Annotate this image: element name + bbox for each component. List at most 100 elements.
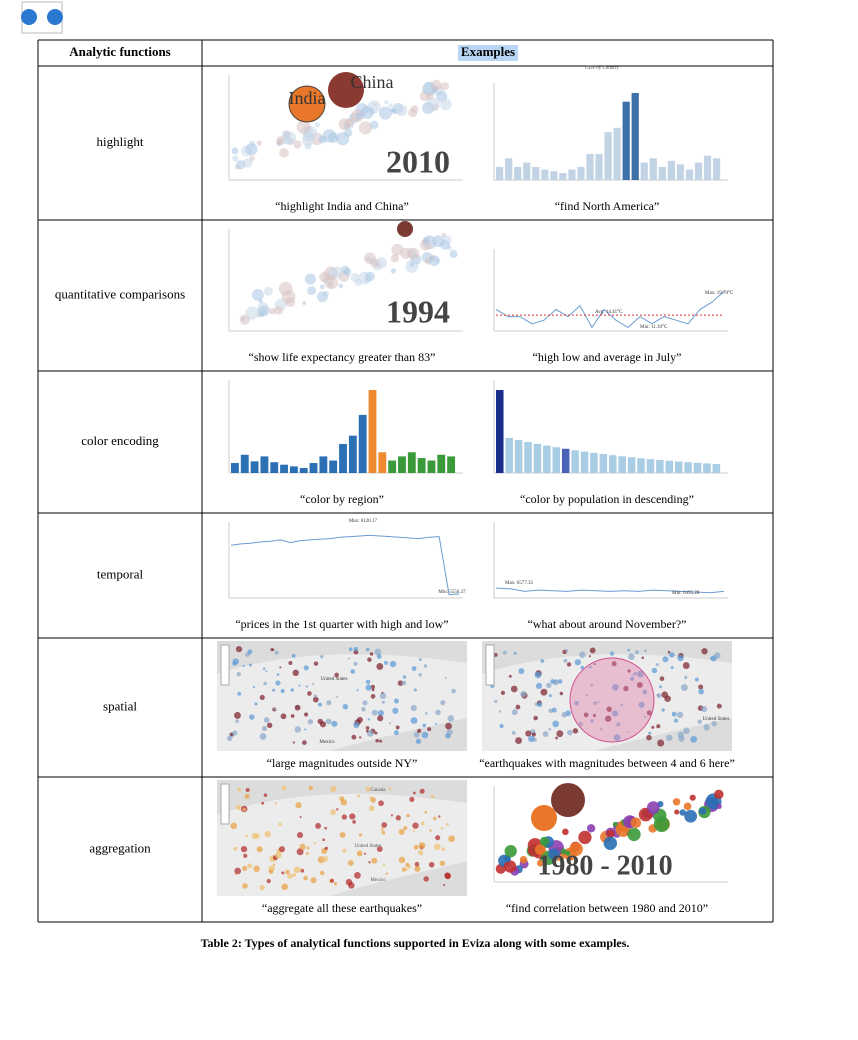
thumb-bar — [712, 158, 721, 180]
thumb-dot — [261, 801, 265, 805]
thumb-dot — [655, 663, 659, 667]
example-thumbnail — [482, 374, 732, 487]
thumb-dot — [657, 739, 665, 747]
thumb-dot — [368, 805, 375, 812]
thumb-dot — [262, 667, 266, 670]
thumb-dot — [342, 703, 349, 710]
example-caption: “highlight India and China” — [275, 199, 409, 213]
thumb-dot — [319, 870, 325, 876]
example-caption: “large magnitudes outside NY” — [267, 756, 418, 770]
thumb-dot — [441, 235, 452, 246]
thumb-dot — [593, 701, 598, 706]
thumb-dot — [646, 801, 660, 814]
thumb-dot — [313, 694, 317, 698]
thumb-dot — [303, 875, 308, 881]
thumb-dot — [356, 689, 359, 692]
thumb-dot — [623, 685, 629, 692]
thumb-dot — [562, 828, 569, 836]
thumb-bar — [505, 158, 513, 180]
thumb-dot — [633, 672, 637, 676]
thumb-dot — [304, 728, 307, 731]
thumb-dot — [358, 121, 373, 135]
thumb-dot — [676, 711, 684, 719]
thumb-dot — [364, 252, 376, 265]
thumb-bar — [595, 153, 603, 180]
thumb-dot — [590, 719, 594, 723]
example-thumbnail: GDP by Country — [482, 66, 732, 194]
thumb-dot — [388, 787, 392, 791]
example-caption: “prices in the 1st quarter with high and… — [235, 617, 448, 631]
thumb-dot — [413, 688, 417, 692]
thumb-dot — [578, 721, 583, 727]
thumb-dot — [377, 715, 384, 722]
thumb-dot — [403, 826, 408, 831]
thumb-bar — [674, 461, 683, 473]
thumb-dot — [500, 690, 506, 695]
thumb-dot — [422, 723, 427, 728]
thumb-dot — [230, 822, 238, 830]
thumb-dot — [280, 688, 285, 694]
thumb-dot — [548, 708, 553, 713]
thumb-dot — [366, 729, 369, 733]
thumb-dot — [381, 700, 385, 704]
thumb-dot — [714, 789, 724, 800]
thumb-dot — [256, 846, 263, 853]
thumb-bar — [417, 458, 426, 473]
thumb-dot — [257, 302, 269, 314]
thumb-dot — [716, 703, 722, 709]
thumb-dot — [376, 663, 384, 670]
thumb-bar — [543, 445, 551, 473]
thumb-dot — [683, 802, 692, 811]
thumb-bar — [250, 461, 259, 473]
thumbnail-label: Min: 5556.37 — [438, 590, 466, 595]
thumb-dot — [426, 92, 434, 100]
thumb-dot — [305, 852, 309, 855]
example-thumbnail: Canada United States Mexico — [217, 780, 467, 896]
example-caption: “show life expectancy greater than 83” — [249, 350, 436, 364]
thumb-dot — [431, 237, 438, 244]
thumb-dot — [293, 866, 301, 874]
thumb-dot — [365, 726, 370, 730]
thumb-dot — [405, 862, 410, 868]
thumb-dot — [542, 731, 549, 737]
example-thumbnail: Max: 6120.17 Min: 5556.37 — [217, 516, 467, 612]
thumb-dot — [319, 271, 330, 283]
thumb-dot — [637, 670, 644, 678]
thumb-dot — [232, 658, 240, 665]
thumb-dot — [370, 797, 376, 803]
thumb-dot — [287, 873, 293, 879]
function-name: temporal — [97, 566, 144, 581]
thumb-dot — [251, 833, 258, 840]
thumb-dot — [320, 284, 325, 290]
thumb-dot — [249, 714, 255, 720]
thumb-dot — [585, 694, 588, 697]
thumb-dot — [697, 719, 703, 724]
thumb-dot — [413, 731, 420, 738]
thumb-dot — [232, 730, 238, 736]
thumb-dot — [701, 705, 708, 713]
thumb-dot — [324, 826, 328, 830]
thumb-dot — [282, 136, 292, 145]
thumb-dot — [518, 668, 525, 675]
thumb-dot — [556, 730, 564, 738]
thumb-dot — [689, 794, 696, 801]
logo-dot — [47, 9, 63, 25]
thumb-dot — [374, 648, 382, 656]
thumb-dot — [548, 694, 552, 698]
thumb-bar — [552, 447, 561, 473]
thumb-dot — [525, 730, 532, 737]
thumb-dot — [294, 704, 301, 711]
example-thumbnail: India China 2010 — [217, 69, 467, 194]
thumb-dot — [304, 712, 309, 717]
thumb-dot — [678, 735, 685, 742]
thumb-dot — [424, 810, 428, 814]
thumb-dot — [390, 254, 400, 263]
thumb-dot — [417, 728, 422, 733]
thumb-dot — [361, 707, 366, 712]
thumb-dot — [233, 846, 238, 851]
thumbnail-label: 2010 — [386, 143, 450, 179]
thumb-dot — [546, 682, 552, 689]
thumb-bar — [571, 450, 579, 473]
thumb-dot — [642, 689, 648, 695]
